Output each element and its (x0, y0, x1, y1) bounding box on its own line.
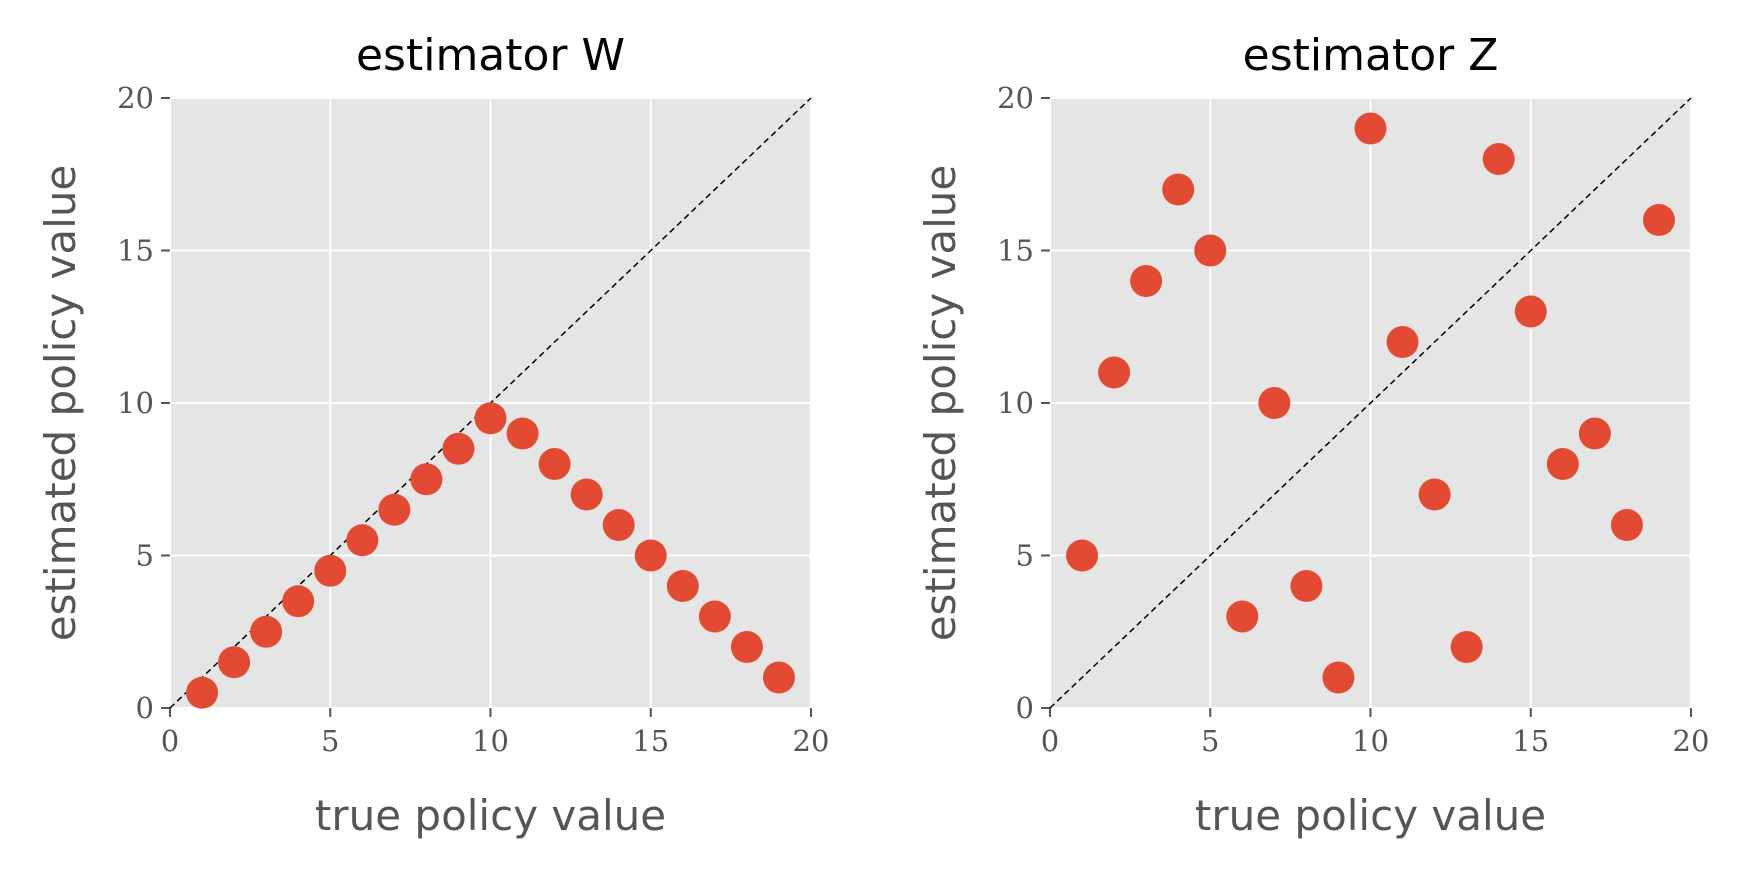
y-tick-label: 0 (136, 691, 154, 725)
data-point (1578, 417, 1611, 450)
identity-reference-line (1049, 97, 1692, 709)
data-point (378, 493, 411, 526)
data-point (1258, 387, 1291, 419)
x-tick-label: 5 (321, 724, 339, 758)
chart-panel-1: 0 5 10 15 20 0 5 10 15 20 estimator W true policy v… (36, 30, 829, 840)
data-point (474, 402, 507, 435)
data-point (1098, 356, 1131, 389)
data-point (314, 554, 347, 587)
data-point (442, 432, 475, 465)
data-point (666, 570, 699, 602)
data-point (1226, 600, 1259, 633)
data-point (1322, 661, 1355, 694)
data-point (730, 631, 763, 663)
data-point (634, 539, 667, 572)
x-tick-label: 15 (1512, 724, 1549, 758)
y-tick-label: 15 (117, 234, 154, 268)
data-point (250, 615, 283, 648)
x-tick-label: 0 (161, 724, 179, 758)
y-tick-label: 0 (1016, 691, 1034, 725)
data-point (1194, 234, 1227, 267)
data-point (218, 646, 251, 679)
data-point (410, 463, 443, 496)
data-point (1354, 112, 1387, 145)
y-tick-label: 20 (117, 81, 154, 115)
data-point (570, 478, 603, 511)
x-tick-label: 20 (1673, 724, 1710, 758)
data-point (538, 448, 571, 480)
data-point (602, 509, 635, 541)
data-point (1642, 204, 1675, 236)
data-point (1450, 631, 1483, 663)
data-point (346, 524, 379, 557)
data-point (1290, 570, 1323, 602)
data-point (1610, 509, 1643, 541)
data-point (1162, 173, 1195, 206)
data-point (1546, 448, 1579, 480)
x-axis-label: true policy value (315, 791, 666, 840)
y-tick-label: 20 (997, 81, 1034, 115)
data-point (698, 600, 731, 633)
data-point (1514, 295, 1547, 328)
data-point (1482, 143, 1515, 175)
data-point (186, 676, 219, 709)
data-point (1066, 539, 1099, 572)
x-tick-label: 5 (1201, 724, 1219, 758)
x-tick-label: 10 (1352, 724, 1389, 758)
y-tick-label: 10 (997, 386, 1034, 420)
data-point (1130, 265, 1163, 297)
chart-title: estimator W (356, 30, 625, 81)
y-tick-label: 15 (997, 234, 1034, 268)
x-tick-label: 0 (1041, 724, 1059, 758)
y-tick-label: 5 (136, 539, 154, 573)
data-point (1418, 478, 1451, 511)
data-point (762, 661, 795, 694)
x-tick-label: 15 (632, 724, 669, 758)
y-axis-label: estimated policy value (916, 165, 965, 642)
data-point (1386, 326, 1419, 358)
x-tick-label: 10 (472, 724, 509, 758)
chart-panel-2: 0 5 10 15 20 0 5 10 15 20 estimator Z true policy v… (916, 30, 1709, 840)
y-tick-label: 5 (1016, 539, 1034, 573)
data-point (282, 585, 315, 618)
x-tick-label: 20 (793, 724, 830, 758)
data-point (506, 417, 539, 450)
y-tick-label: 10 (117, 386, 154, 420)
x-axis-label: true policy value (1195, 791, 1546, 840)
chart-title: estimator Z (1243, 30, 1499, 81)
y-axis-label: estimated policy value (36, 165, 85, 642)
